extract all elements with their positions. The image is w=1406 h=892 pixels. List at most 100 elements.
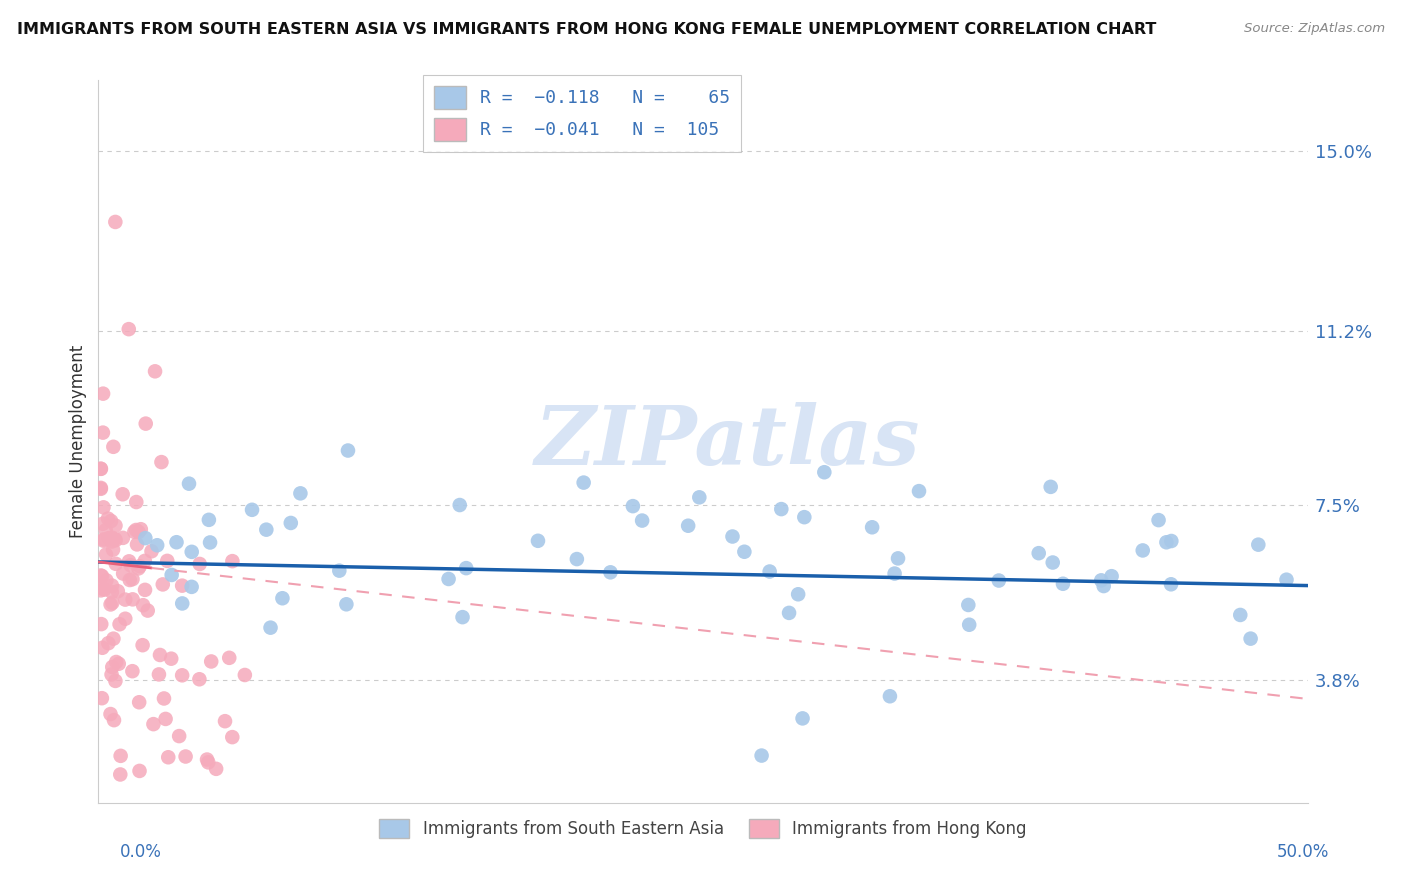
Point — [91, 386, 114, 401]
Point — [104, 557, 127, 571]
Point — [125, 537, 148, 551]
Text: 50.0%: 50.0% — [1277, 843, 1329, 861]
Point — [280, 516, 302, 530]
Point — [100, 531, 122, 545]
Point — [787, 587, 810, 601]
Point — [94, 523, 117, 537]
Point — [91, 640, 114, 655]
Text: IMMIGRANTS FROM SOUTH EASTERN ASIA VS IMMIGRANTS FROM HONG KONG FEMALE UNEMPLOYM: IMMIGRANTS FROM SOUTH EASTERN ASIA VS IM… — [17, 22, 1156, 37]
Point — [1092, 579, 1115, 593]
Point — [128, 764, 150, 778]
Point — [136, 604, 159, 618]
Point — [1160, 577, 1182, 591]
Point — [100, 707, 122, 722]
Point — [93, 582, 115, 597]
Point — [150, 455, 173, 469]
Point — [221, 554, 243, 568]
Point — [131, 638, 153, 652]
Point — [101, 596, 124, 610]
Point — [957, 617, 980, 632]
Point — [1042, 556, 1064, 570]
Point — [90, 568, 112, 582]
Point — [90, 462, 112, 476]
Point — [1028, 546, 1050, 560]
Legend: Immigrants from South Eastern Asia, Immigrants from Hong Kong: Immigrants from South Eastern Asia, Immi… — [373, 813, 1033, 845]
Point — [152, 577, 174, 591]
Point — [148, 667, 170, 681]
Point — [111, 487, 134, 501]
Point — [129, 522, 152, 536]
Point — [751, 748, 773, 763]
Point — [156, 554, 179, 568]
Point — [100, 598, 122, 612]
Point — [157, 750, 180, 764]
Point — [290, 486, 312, 500]
Point — [104, 533, 127, 548]
Point — [599, 566, 621, 580]
Point — [1275, 573, 1298, 587]
Point — [172, 597, 194, 611]
Point — [1052, 576, 1074, 591]
Point — [1132, 543, 1154, 558]
Point — [172, 668, 194, 682]
Point — [188, 672, 211, 686]
Point — [887, 551, 910, 566]
Point — [124, 524, 146, 539]
Point — [112, 566, 135, 581]
Point — [100, 534, 122, 549]
Point — [200, 655, 222, 669]
Point — [94, 548, 117, 562]
Point — [91, 569, 114, 583]
Point — [1147, 513, 1170, 527]
Point — [103, 632, 125, 646]
Point — [146, 538, 169, 552]
Text: 0.0%: 0.0% — [120, 843, 162, 861]
Point — [90, 482, 112, 496]
Point — [792, 711, 814, 725]
Point — [134, 582, 156, 597]
Point — [572, 475, 595, 490]
Point — [104, 518, 127, 533]
Point — [254, 523, 277, 537]
Point — [101, 660, 124, 674]
Point — [205, 762, 228, 776]
Text: ZIPatlas: ZIPatlas — [534, 401, 920, 482]
Text: Source: ZipAtlas.com: Source: ZipAtlas.com — [1244, 22, 1385, 36]
Point — [90, 462, 112, 476]
Point — [104, 673, 127, 688]
Point — [770, 502, 793, 516]
Point — [91, 425, 114, 440]
Point — [527, 533, 550, 548]
Point — [160, 651, 183, 665]
Point — [1090, 574, 1112, 588]
Point — [110, 767, 132, 781]
Point — [105, 655, 128, 669]
Point — [118, 573, 141, 587]
Point — [141, 544, 163, 558]
Point — [631, 514, 654, 528]
Point — [121, 572, 143, 586]
Point — [114, 612, 136, 626]
Point — [101, 585, 124, 599]
Point — [180, 580, 202, 594]
Point — [93, 500, 115, 515]
Point — [120, 558, 142, 573]
Point — [908, 484, 931, 499]
Point — [128, 524, 150, 539]
Point — [101, 578, 124, 592]
Point — [174, 749, 197, 764]
Point — [121, 592, 143, 607]
Point — [1160, 534, 1182, 549]
Point — [758, 565, 780, 579]
Point — [721, 529, 744, 543]
Point — [90, 617, 112, 632]
Point — [149, 648, 172, 662]
Point — [449, 498, 471, 512]
Point — [111, 531, 134, 545]
Point — [100, 514, 122, 528]
Point — [437, 572, 460, 586]
Point — [97, 636, 120, 650]
Point — [127, 561, 149, 575]
Point — [883, 566, 905, 581]
Point — [180, 545, 202, 559]
